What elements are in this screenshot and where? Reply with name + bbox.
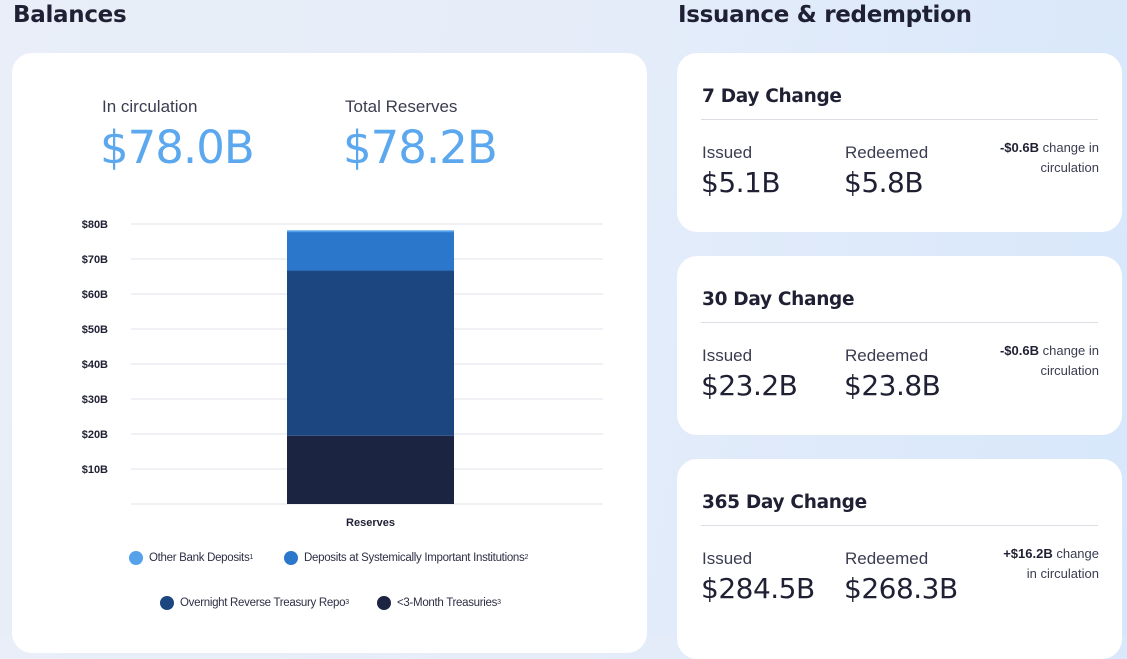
issued-value: $23.2B bbox=[701, 369, 798, 402]
issued-value: $284.5B bbox=[701, 572, 815, 605]
y-tick-label: $40B bbox=[82, 359, 108, 371]
total-reserves-label: Total Reserves bbox=[345, 97, 458, 116]
y-tick-label: $80B bbox=[82, 219, 108, 231]
legend-item: <3-Month Treasuries 3 bbox=[377, 596, 501, 610]
redeemed-label: Redeemed bbox=[845, 143, 929, 162]
change-card-7-day: 7 Day Change Issued $5.1B Redeemed $5.8B… bbox=[677, 53, 1122, 232]
circulation-change-note: -$0.6B change in circulation bbox=[939, 138, 1099, 178]
change-card-365-day: 365 Day Change Issued $284.5B Redeemed $… bbox=[677, 459, 1122, 659]
y-tick-label: $30B bbox=[82, 394, 108, 406]
bar-segment bbox=[287, 270, 454, 436]
change-text: in circulation bbox=[1026, 566, 1099, 581]
divider bbox=[701, 119, 1098, 120]
legend-swatch bbox=[284, 551, 298, 565]
issued-label: Issued bbox=[702, 346, 753, 365]
circulation-change-amount: -$0.6B bbox=[999, 343, 1039, 358]
y-tick-label: $50B bbox=[82, 324, 108, 336]
redeemed-label: Redeemed bbox=[845, 549, 929, 568]
legend-item: Other Bank Deposits 1 bbox=[129, 551, 253, 565]
change-text: circulation bbox=[1040, 363, 1099, 378]
circulation-change-note: +$16.2B change in circulation bbox=[939, 544, 1099, 584]
change-text: change bbox=[1052, 546, 1099, 561]
change-card-title: 7 Day Change bbox=[702, 86, 842, 107]
bar-segment bbox=[287, 232, 454, 271]
legend-label: Deposits at Systemically Important Insti… bbox=[304, 552, 525, 564]
issued-value: $5.1B bbox=[701, 166, 781, 199]
x-tick-label: Reserves bbox=[346, 517, 395, 529]
divider bbox=[701, 322, 1098, 323]
redeemed-label: Redeemed bbox=[845, 346, 929, 365]
legend-label: <3-Month Treasuries bbox=[397, 597, 498, 609]
issuance-title: Issuance & redemption bbox=[678, 2, 972, 28]
balances-title: Balances bbox=[13, 2, 127, 28]
in-circulation-label: In circulation bbox=[102, 97, 198, 116]
change-card-title: 365 Day Change bbox=[702, 492, 867, 513]
circulation-change-amount: -$0.6B bbox=[999, 140, 1039, 155]
legend-label: Overnight Reverse Treasury Repo bbox=[180, 597, 346, 609]
change-text: circulation bbox=[1040, 160, 1099, 175]
legend-item: Overnight Reverse Treasury Repo 3 bbox=[160, 596, 349, 610]
y-tick-label: $60B bbox=[82, 289, 108, 301]
in-circulation-value: $78.0B bbox=[100, 121, 255, 174]
bar-segment bbox=[287, 435, 454, 504]
legend-swatch bbox=[377, 596, 391, 610]
change-text: change in bbox=[1039, 140, 1099, 155]
issued-label: Issued bbox=[702, 143, 753, 162]
redeemed-value: $5.8B bbox=[844, 166, 924, 199]
change-text: change in bbox=[1039, 343, 1099, 358]
divider bbox=[701, 525, 1098, 526]
legend-label: Other Bank Deposits bbox=[149, 552, 250, 564]
redeemed-value: $268.3B bbox=[844, 572, 958, 605]
legend-item: Deposits at Systemically Important Insti… bbox=[284, 551, 528, 565]
change-card-title: 30 Day Change bbox=[702, 289, 855, 310]
legend-swatch bbox=[160, 596, 174, 610]
circulation-change-amount: +$16.2B bbox=[1003, 546, 1053, 561]
bar-segment bbox=[287, 230, 454, 233]
y-tick-label: $10B bbox=[82, 464, 108, 476]
redeemed-value: $23.8B bbox=[844, 369, 941, 402]
y-tick-label: $70B bbox=[82, 254, 108, 266]
circulation-change-note: -$0.6B change in circulation bbox=[939, 341, 1099, 381]
balances-card: In circulation $78.0B Total Reserves $78… bbox=[12, 53, 647, 653]
reserves-chart: $10B $20B $30B $40B $50B $60B $70B $80B Reserves bbox=[82, 219, 603, 529]
y-tick-label: $20B bbox=[82, 429, 108, 441]
legend-swatch bbox=[129, 551, 143, 565]
change-card-30-day: 30 Day Change Issued $23.2B Redeemed $23… bbox=[677, 256, 1122, 435]
issued-label: Issued bbox=[702, 549, 753, 568]
total-reserves-value: $78.2B bbox=[343, 121, 498, 174]
